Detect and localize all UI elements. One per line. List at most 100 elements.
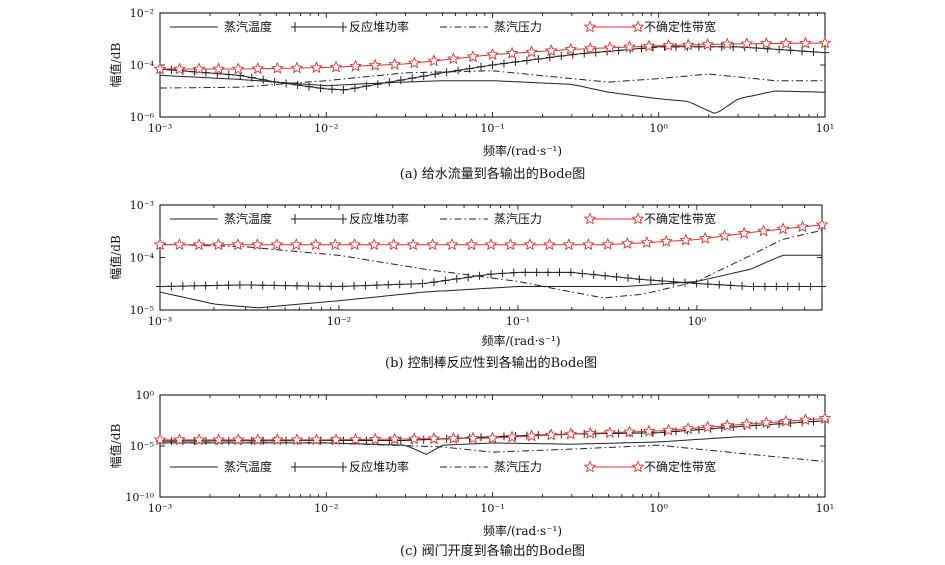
- x-tick-label: 10¹: [816, 122, 834, 135]
- legend-star-marker: [631, 20, 645, 33]
- plus-marker: [292, 281, 301, 290]
- chart-caption: (a) 给水流量到各输出的Bode图: [400, 166, 585, 182]
- y-tick-label: 10⁻⁵: [130, 304, 154, 317]
- plus-marker: [224, 436, 233, 445]
- star-marker: [757, 224, 770, 237]
- plus-marker: [316, 84, 325, 93]
- plus-marker: [190, 281, 199, 290]
- plus-marker: [752, 44, 761, 53]
- star-marker: [486, 431, 499, 444]
- legend-label: 反应堆功率: [349, 459, 409, 474]
- plus-marker: [729, 422, 738, 431]
- x-tick-label: 10¹: [816, 502, 834, 515]
- star-marker: [662, 38, 675, 51]
- star-marker: [212, 433, 226, 446]
- series-line: [160, 442, 826, 462]
- star-marker: [348, 238, 362, 251]
- plus-marker: [555, 268, 564, 277]
- star-marker: [737, 226, 751, 239]
- plus-marker: [692, 279, 701, 288]
- plus-marker: [635, 275, 644, 284]
- star-marker: [406, 238, 420, 251]
- plus-marker: [338, 282, 347, 291]
- plus-marker: [658, 276, 667, 285]
- plus-marker: [167, 437, 176, 446]
- star-marker: [192, 62, 206, 75]
- star-marker: [329, 60, 343, 73]
- plus-marker: [806, 282, 815, 291]
- legend-plus-marker: [291, 462, 299, 472]
- plus-marker: [385, 78, 394, 87]
- star-marker: [603, 41, 617, 54]
- plus-marker: [442, 68, 451, 77]
- plus-marker: [304, 282, 313, 291]
- legend-label: 反应堆功率: [349, 211, 409, 226]
- plus-marker: [818, 282, 826, 291]
- star-marker: [290, 433, 304, 446]
- plus-marker: [477, 62, 486, 71]
- plus-marker: [339, 85, 348, 94]
- plus-marker: [772, 282, 781, 291]
- series-line: [159, 254, 822, 309]
- plus-marker: [396, 436, 405, 445]
- plus-marker: [247, 73, 256, 82]
- plus-marker: [637, 44, 646, 53]
- star-marker: [251, 238, 264, 251]
- y-tick-label: 10⁰: [136, 389, 155, 402]
- legend-plus-marker: [339, 22, 347, 32]
- y-axis-label: 幅值/dB: [108, 43, 123, 88]
- plus-marker: [293, 81, 302, 90]
- star-marker: [466, 431, 480, 444]
- star-marker: [564, 42, 578, 55]
- plus-marker: [694, 425, 703, 434]
- star-marker: [231, 62, 245, 75]
- star-marker: [681, 421, 695, 435]
- star-marker: [310, 433, 323, 446]
- star-marker: [505, 46, 519, 59]
- series-2: [160, 442, 826, 462]
- plus-marker: [475, 271, 484, 280]
- star-marker: [505, 430, 519, 443]
- series-line: [160, 436, 825, 455]
- star-marker: [562, 238, 576, 251]
- plus-marker: [156, 282, 164, 291]
- plus-marker: [408, 74, 417, 83]
- plus-marker: [431, 70, 440, 79]
- legend-star-marker: [631, 460, 645, 473]
- x-tick-label: 10⁻³: [148, 502, 172, 515]
- star-marker: [679, 233, 693, 246]
- star-marker: [153, 62, 167, 75]
- plus-marker: [327, 282, 336, 291]
- legend-star-marker: [583, 460, 597, 473]
- plus-marker: [671, 42, 680, 51]
- star-marker: [328, 238, 342, 251]
- plus-marker: [726, 281, 735, 290]
- star-marker: [698, 231, 712, 244]
- plus-marker: [487, 270, 495, 279]
- x-tick-label: 10⁰: [688, 315, 707, 328]
- plus-marker: [281, 281, 290, 290]
- star-marker: [407, 432, 421, 445]
- series-2: [160, 70, 825, 89]
- plus-marker: [418, 279, 427, 288]
- star-marker: [720, 418, 734, 432]
- legend-plus-marker: [291, 22, 299, 32]
- plus-marker: [694, 42, 703, 51]
- plus-marker: [578, 269, 587, 278]
- plus-marker: [612, 272, 621, 281]
- star-marker: [153, 238, 167, 251]
- star-marker: [367, 238, 381, 251]
- star-marker: [601, 237, 615, 250]
- star-marker: [310, 61, 323, 74]
- star-marker: [445, 238, 459, 251]
- star-marker: [484, 238, 498, 251]
- legend-plus-marker: [291, 214, 299, 224]
- chart-caption: (c) 阀门开度到各输出的Bode图: [400, 543, 585, 559]
- star-marker: [701, 37, 714, 50]
- star-marker: [329, 433, 343, 446]
- legend-star-marker: [583, 20, 597, 33]
- x-axis-label: 频率/(rad·s⁻¹): [483, 523, 562, 538]
- plus-marker: [452, 274, 461, 283]
- plus-marker: [738, 282, 747, 291]
